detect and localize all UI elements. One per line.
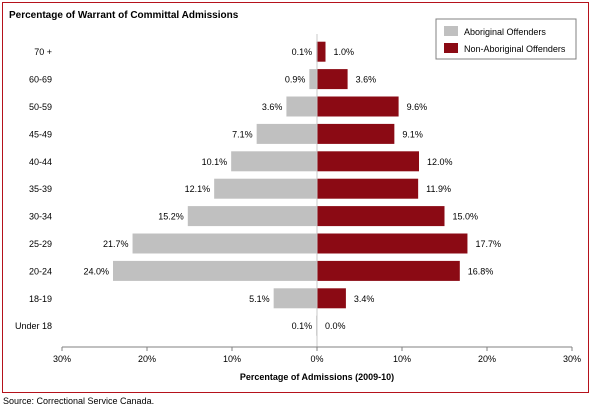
- bar-non-aboriginal: [317, 151, 419, 172]
- data-label-aboriginal: 3.6%: [262, 102, 283, 112]
- legend-box: [435, 18, 577, 60]
- category-label: 30-34: [29, 212, 52, 222]
- x-tick-label: 20%: [138, 354, 156, 364]
- x-axis-label: Percentage of Admissions (2009-10): [240, 372, 394, 382]
- bar-aboriginal: [309, 69, 317, 90]
- data-label-non-aboriginal: 16.8%: [468, 266, 494, 276]
- category-label: 40-44: [29, 157, 52, 167]
- x-tick-label: 20%: [478, 354, 496, 364]
- category-label: 20-24: [29, 266, 52, 276]
- data-label-aboriginal: 10.1%: [202, 157, 228, 167]
- data-label-aboriginal: 24.0%: [83, 266, 109, 276]
- bar-aboriginal: [132, 233, 317, 254]
- data-label-non-aboriginal: 11.9%: [426, 184, 451, 194]
- data-label-aboriginal: 0.1%: [292, 321, 313, 331]
- category-label: Under 18: [15, 321, 52, 331]
- data-label-non-aboriginal: 9.6%: [407, 102, 428, 112]
- legend-label-non-aboriginal: Non-Aboriginal Offenders: [464, 44, 566, 54]
- category-label: 45-49: [29, 129, 52, 139]
- bar-non-aboriginal: [317, 41, 326, 62]
- data-label-non-aboriginal: 3.6%: [356, 75, 377, 85]
- bar-non-aboriginal: [317, 96, 399, 117]
- bar-non-aboriginal: [317, 260, 460, 281]
- category-label: 70 +: [34, 47, 52, 57]
- x-tick-label: 0%: [310, 354, 323, 364]
- data-label-aboriginal: 0.9%: [285, 75, 306, 85]
- pyramid-chart: Percentage of Warrant of Committal Admis…: [9, 10, 581, 382]
- source-note: Source: Correctional Service Canada.: [3, 396, 155, 406]
- plot-area: 70 + 0.1% 1.0% 60-69 0.9% 3.6% 50-59 3.6% 9.6% 45…: [15, 34, 581, 364]
- bar-non-aboriginal: [317, 69, 348, 90]
- legend-swatch-non-aboriginal: [444, 43, 458, 53]
- data-label-aboriginal: 12.1%: [185, 184, 211, 194]
- data-label-aboriginal: 0.1%: [292, 47, 313, 57]
- bar-aboriginal: [286, 96, 317, 117]
- bar-non-aboriginal: [317, 288, 346, 309]
- bar-aboriginal: [187, 206, 317, 227]
- category-label: 18-19: [29, 294, 52, 304]
- data-label-non-aboriginal: 17.7%: [475, 239, 501, 249]
- data-label-non-aboriginal: 1.0%: [334, 47, 355, 57]
- x-tick-label: 10%: [393, 354, 411, 364]
- legend: Aboriginal Offenders Non-Aboriginal Offe…: [435, 18, 577, 60]
- category-label: 35-39: [29, 184, 52, 194]
- category-label: 50-59: [29, 102, 52, 112]
- bar-non-aboriginal: [317, 178, 419, 199]
- data-label-aboriginal: 5.1%: [249, 294, 270, 304]
- legend-swatch-aboriginal: [444, 26, 458, 36]
- data-label-aboriginal: 7.1%: [232, 129, 253, 139]
- category-label: 60-69: [29, 75, 52, 85]
- bar-aboriginal: [214, 178, 317, 199]
- data-label-non-aboriginal: 9.1%: [402, 129, 423, 139]
- category-label: 25-29: [29, 239, 52, 249]
- data-label-non-aboriginal: 12.0%: [427, 157, 453, 167]
- x-tick-label: 10%: [223, 354, 241, 364]
- bar-non-aboriginal: [317, 123, 395, 144]
- data-label-non-aboriginal: 15.0%: [453, 212, 479, 222]
- data-label-non-aboriginal: 0.0%: [325, 321, 346, 331]
- bar-aboriginal: [231, 151, 317, 172]
- bar-aboriginal: [256, 123, 317, 144]
- x-tick-label: 30%: [563, 354, 581, 364]
- data-label-aboriginal: 15.2%: [158, 212, 184, 222]
- bar-aboriginal: [273, 288, 317, 309]
- bar-non-aboriginal: [317, 233, 468, 254]
- data-label-non-aboriginal: 3.4%: [354, 294, 375, 304]
- legend-label-aboriginal: Aboriginal Offenders: [464, 27, 546, 37]
- x-tick-label: 30%: [53, 354, 71, 364]
- bar-aboriginal: [113, 260, 317, 281]
- bar-non-aboriginal: [317, 206, 445, 227]
- data-label-aboriginal: 21.7%: [103, 239, 129, 249]
- chart-title: Percentage of Warrant of Committal Admis…: [9, 10, 239, 21]
